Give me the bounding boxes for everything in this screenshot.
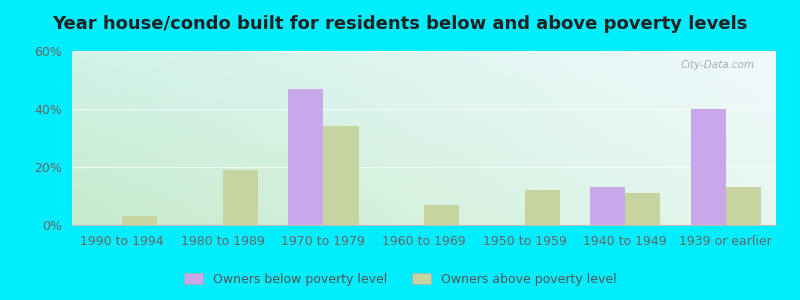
Bar bbox=[424, 205, 459, 225]
Bar bbox=[288, 89, 323, 225]
Bar bbox=[726, 187, 761, 225]
Bar bbox=[625, 193, 660, 225]
Bar bbox=[690, 109, 726, 225]
Bar bbox=[223, 170, 258, 225]
Legend: Owners below poverty level, Owners above poverty level: Owners below poverty level, Owners above… bbox=[179, 268, 621, 291]
Text: City-Data.com: City-Data.com bbox=[681, 60, 755, 70]
Text: Year house/condo built for residents below and above poverty levels: Year house/condo built for residents bel… bbox=[52, 15, 748, 33]
Bar bbox=[590, 187, 625, 225]
Bar bbox=[122, 216, 158, 225]
Bar bbox=[323, 126, 358, 225]
Bar bbox=[525, 190, 560, 225]
